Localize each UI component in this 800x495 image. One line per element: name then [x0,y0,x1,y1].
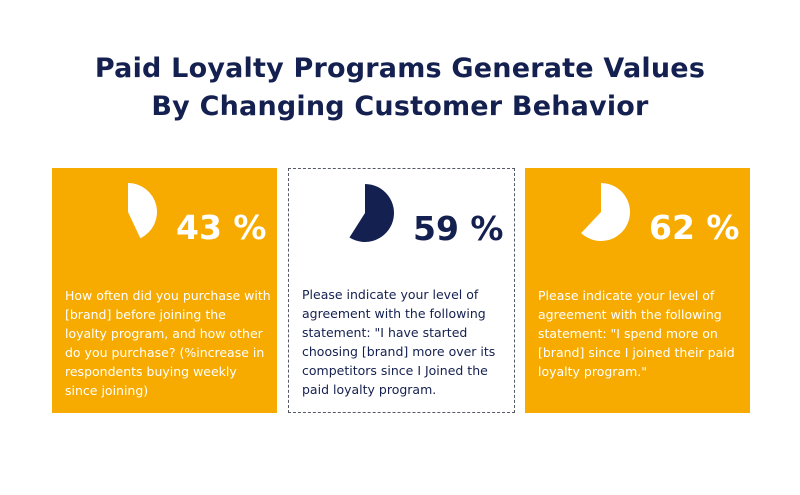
stat-card-3: 62 % Please indicate your level of agree… [525,168,750,413]
pie-chart-2 [349,184,394,242]
pie-slice-2 [349,184,394,242]
percentage-value-1: 43 % [176,208,267,247]
stat-description-2: Please indicate your level of agreement … [302,287,496,397]
stat-description-1: How often did you purchase with [brand] … [65,288,271,398]
pie-slice-3 [581,183,631,241]
pie-slice-1 [128,183,158,239]
title-line-2: By Changing Customer Behavior [151,91,649,122]
title-line-1: Paid Loyalty Programs Generate Values [94,53,706,84]
stat-card-1: 43 % How often did you purchase with [br… [52,168,277,413]
pie-chart-1 [128,183,158,239]
percentage-value-2: 59 % [413,209,504,248]
stat-description-3: Please indicate your level of agreement … [538,288,735,379]
pie-chart-3 [581,183,631,241]
stat-card-2: 59 % Please indicate your level of agree… [288,168,515,413]
percentage-value-3: 62 % [649,208,740,247]
page-title: Paid Loyalty Programs Generate Values By… [0,50,800,126]
